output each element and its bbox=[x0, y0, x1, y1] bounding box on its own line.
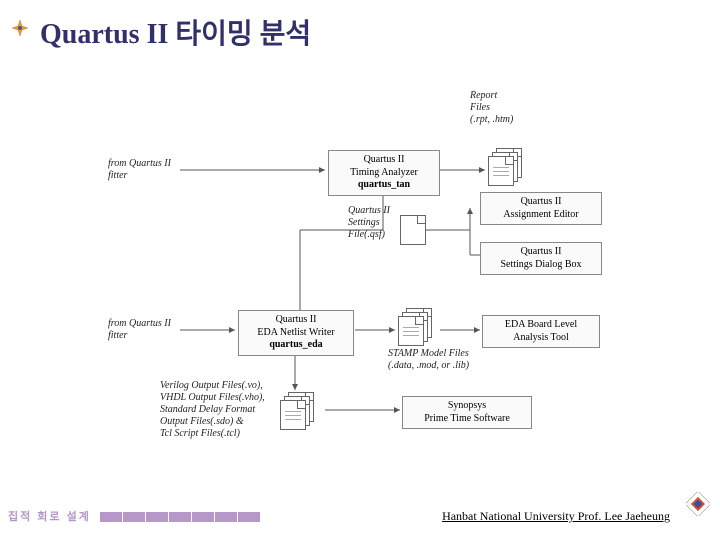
box-bold: quartus_eda bbox=[243, 339, 349, 352]
footer: 집적 회로 설계 Hanbat National University Prof… bbox=[0, 506, 720, 524]
box-line: EDA Board Level bbox=[487, 319, 595, 332]
footer-accent-blocks bbox=[100, 512, 261, 522]
box-synopsys: Synopsys Prime Time Software bbox=[402, 396, 532, 429]
label-report-files: Report Files (.rpt, .htm) bbox=[470, 90, 513, 126]
box-line: Quartus II bbox=[485, 246, 597, 259]
label-output-files: Verilog Output Files(.vo), VHDL Output F… bbox=[160, 380, 265, 440]
label-settings-file: Quartus II Settings File(.qsf) bbox=[348, 205, 390, 241]
box-assignment-editor: Quartus II Assignment Editor bbox=[480, 192, 602, 225]
box-bold: quartus_tan bbox=[333, 179, 435, 192]
box-line: Analysis Tool bbox=[487, 332, 595, 345]
box-timing-analyzer: Quartus II Timing Analyzer quartus_tan bbox=[328, 150, 440, 196]
box-line: Synopsys bbox=[407, 400, 527, 413]
box-line: Prime Time Software bbox=[407, 413, 527, 426]
slide-title: Quartus II 타이밍 분석 bbox=[40, 12, 311, 52]
footer-right-text: Hanbat National University Prof. Lee Jae… bbox=[442, 509, 670, 524]
label-stamp: STAMP Model Files (.data, .mod, or .lib) bbox=[388, 348, 469, 372]
label-from-fitter-1: from Quartus II fitter bbox=[108, 158, 171, 182]
box-line: Settings Dialog Box bbox=[485, 259, 597, 272]
box-line: Quartus II bbox=[333, 154, 435, 167]
box-line: EDA Netlist Writer bbox=[243, 327, 349, 340]
box-line: Quartus II bbox=[243, 314, 349, 327]
box-line: Timing Analyzer bbox=[333, 167, 435, 180]
box-eda-writer: Quartus II EDA Netlist Writer quartus_ed… bbox=[238, 310, 354, 356]
footer-logo-icon bbox=[686, 492, 710, 516]
box-eda-board: EDA Board Level Analysis Tool bbox=[482, 315, 600, 348]
footer-left-text: 집적 회로 설계 bbox=[8, 508, 91, 524]
corner-logo-icon bbox=[10, 18, 30, 38]
box-settings-dialog: Quartus II Settings Dialog Box bbox=[480, 242, 602, 275]
label-from-fitter-2: from Quartus II fitter bbox=[108, 318, 171, 342]
box-line: Assignment Editor bbox=[485, 209, 597, 222]
flow-diagram: Report Files (.rpt, .htm) from Quartus I… bbox=[100, 90, 640, 470]
box-line: Quartus II bbox=[485, 196, 597, 209]
